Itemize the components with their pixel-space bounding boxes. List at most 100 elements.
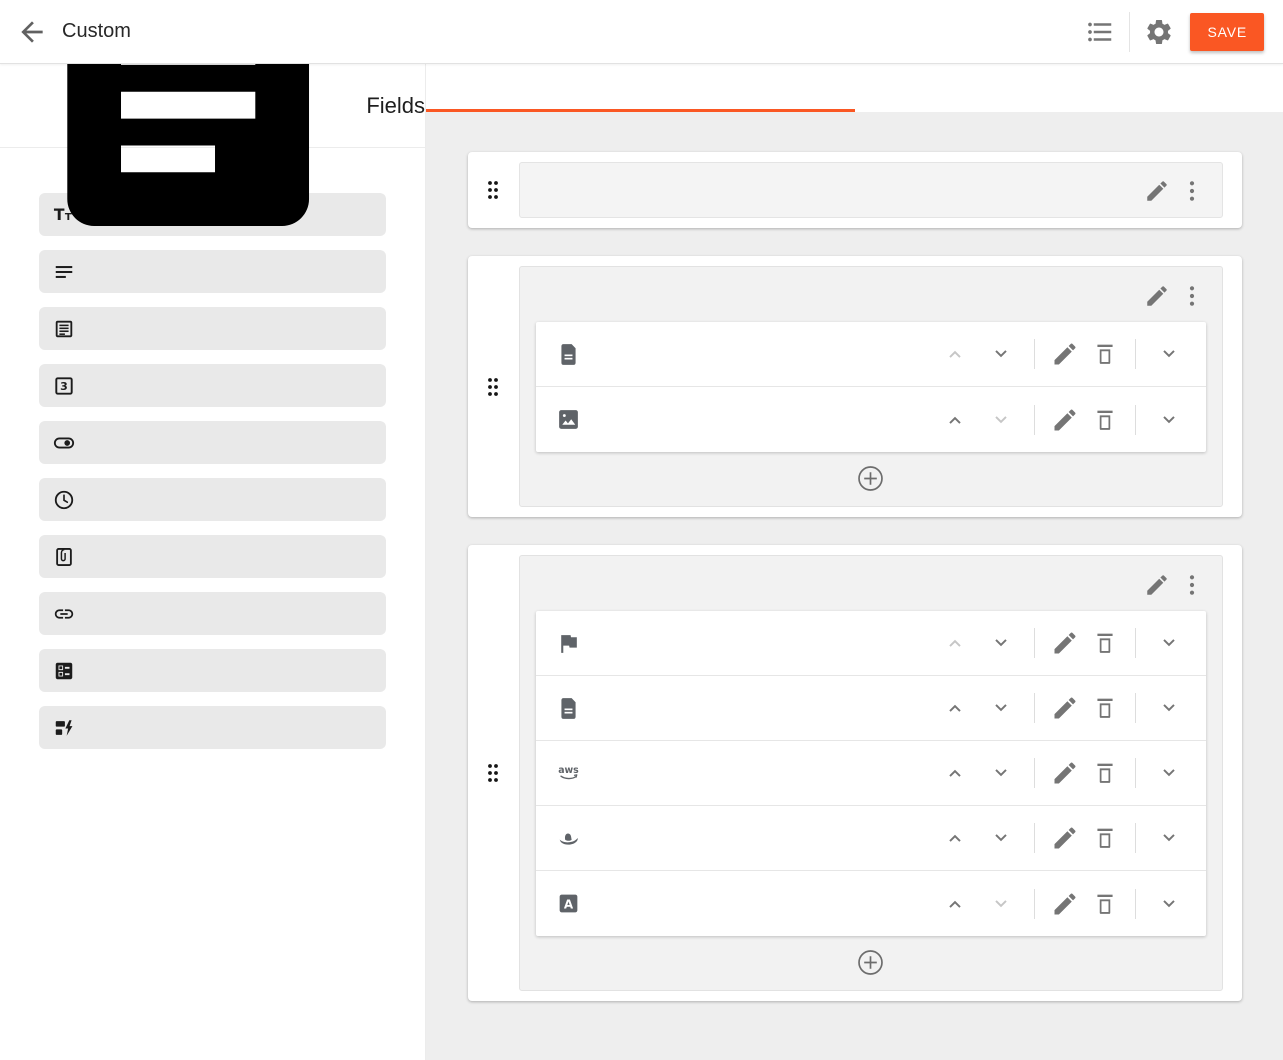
template-list [535,322,1206,452]
toggle-icon [53,432,75,454]
move-up-button[interactable] [944,762,966,784]
field-type-long-text[interactable] [39,250,386,293]
field-options-button[interactable] [1178,177,1206,205]
edit-template-button[interactable] [1051,629,1079,657]
document-icon [556,342,581,367]
expand-template-button[interactable] [1158,827,1180,849]
delete-template-button[interactable] [1091,694,1119,722]
expand-template-button[interactable] [1158,762,1180,784]
template-row-hero [535,611,1206,676]
edit-template-button[interactable] [1051,759,1079,787]
tab-preview[interactable] [855,64,1283,112]
expand-template-button[interactable] [1158,343,1180,365]
move-up-button[interactable] [944,632,966,654]
field-options-button[interactable] [1178,282,1206,310]
move-down-button[interactable] [990,632,1012,654]
field-type-object[interactable] [39,649,386,692]
delete-template-button[interactable] [1091,759,1119,787]
field-options-button[interactable] [1178,571,1206,599]
field-cards: aws A [467,152,1242,1001]
svg-text:3: 3 [60,380,68,393]
expand-template-button[interactable] [1158,409,1180,431]
object-icon [53,660,75,682]
flag-icon [556,631,581,656]
clock-icon [53,489,75,511]
field-type-date-time[interactable] [39,478,386,521]
field-type-dynamic-zone[interactable] [39,706,386,749]
dynamic-zone-panel [518,266,1223,507]
field-type-number[interactable]: 3 [39,364,386,407]
back-button[interactable] [16,16,48,48]
template-row-text-header [535,322,1206,387]
field-card-title [467,152,1242,228]
edit-field-button[interactable] [1144,283,1170,309]
edit-field-button[interactable] [1144,178,1170,204]
save-button[interactable]: SAVE [1190,12,1264,51]
field-summary-box [518,162,1223,218]
expand-template-button[interactable] [1158,697,1180,719]
link-icon [53,603,75,625]
dynamic-zone-panel: aws A [518,555,1223,991]
number-icon: 3 [53,375,75,397]
fields-sidebar-header: Fields [0,0,425,227]
field-type-files[interactable] [39,535,386,578]
edit-template-button[interactable] [1051,406,1079,434]
edit-template-button[interactable] [1051,694,1079,722]
move-up-button[interactable] [944,343,966,365]
delete-template-button[interactable] [1091,824,1119,852]
svg-text:aws: aws [558,764,579,775]
move-up-button[interactable] [944,409,966,431]
svg-text:T: T [65,212,72,223]
settings-button[interactable] [1144,17,1174,47]
move-down-button[interactable] [990,893,1012,915]
template-row-template-5: A [536,871,1206,936]
template-row-simple-text [535,676,1206,741]
move-up-button[interactable] [944,893,966,915]
template-list: aws A [535,611,1206,936]
hat-icon [556,826,581,851]
delete-template-button[interactable] [1091,340,1119,368]
template-row-template-4 [535,806,1206,871]
move-down-button[interactable] [990,343,1012,365]
expand-template-button[interactable] [1158,632,1180,654]
aws-icon: aws [556,761,581,786]
add-template-button[interactable] [857,465,884,492]
field-card-content: aws A [467,545,1242,1001]
edit-template-button[interactable] [1051,340,1079,368]
add-template-button[interactable] [857,949,884,976]
drag-handle-icon[interactable] [486,180,500,200]
move-down-button[interactable] [990,827,1012,849]
dynamic-zone-icon [53,717,75,739]
move-down-button[interactable] [990,409,1012,431]
delete-template-button[interactable] [1091,406,1119,434]
field-type-reference[interactable] [39,592,386,635]
drag-handle-icon[interactable] [486,763,500,783]
move-up-button[interactable] [944,697,966,719]
edit-template-button[interactable] [1051,824,1079,852]
edit-template-button[interactable] [1051,890,1079,918]
field-type-boolean[interactable] [39,421,386,464]
edit-preview-tabs [426,64,1283,112]
content-model-list-button[interactable] [1085,17,1115,47]
delete-template-button[interactable] [1091,629,1119,657]
delete-template-button[interactable] [1091,890,1119,918]
page-title: Custom [62,20,131,42]
move-up-button[interactable] [944,827,966,849]
move-down-button[interactable] [990,762,1012,784]
move-down-button[interactable] [990,697,1012,719]
template-row-image-header [536,387,1206,452]
topbar-divider [1129,11,1131,52]
image-icon [556,407,581,432]
drag-handle-icon[interactable] [486,377,500,397]
svg-text:A: A [563,897,573,911]
expand-template-button[interactable] [1158,893,1180,915]
rich-text-icon [53,318,75,340]
field-type-rich-text[interactable] [39,307,386,350]
tab-edit[interactable] [426,64,855,112]
long-text-icon [53,261,75,283]
edit-field-button[interactable] [1144,572,1170,598]
field-card-header [467,256,1242,517]
template-row-template-3: aws [535,741,1206,806]
